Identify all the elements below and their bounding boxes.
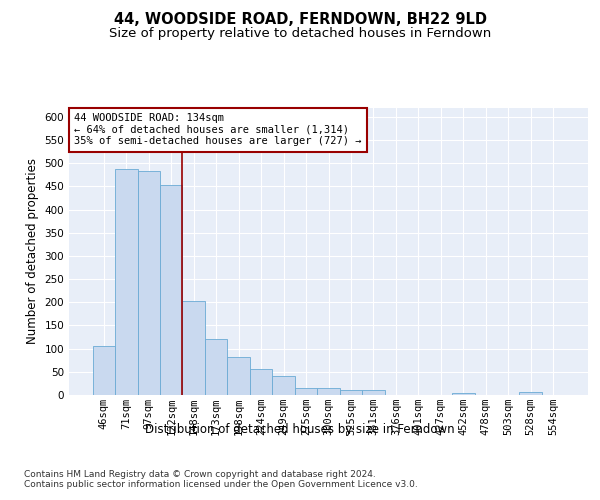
Bar (295, 388, 317, 395)
Bar (272, 376, 295, 395)
Bar (115, 169, 137, 395)
Text: Distribution of detached houses by size in Ferndown: Distribution of detached houses by size … (145, 422, 455, 436)
Text: 44 WOODSIDE ROAD: 134sqm
← 64% of detached houses are smaller (1,314)
35% of sem: 44 WOODSIDE ROAD: 134sqm ← 64% of detach… (74, 114, 362, 146)
Bar (227, 356, 250, 395)
Y-axis label: Number of detached properties: Number of detached properties (26, 158, 39, 344)
Bar (205, 340, 227, 395)
Bar (340, 390, 362, 395)
Bar (362, 390, 385, 395)
Bar (452, 392, 475, 395)
Bar (92, 346, 115, 395)
Bar (182, 302, 205, 395)
Bar (520, 392, 542, 395)
Text: Contains HM Land Registry data © Crown copyright and database right 2024.
Contai: Contains HM Land Registry data © Crown c… (24, 470, 418, 490)
Bar (160, 185, 182, 395)
Text: Size of property relative to detached houses in Ferndown: Size of property relative to detached ho… (109, 28, 491, 40)
Bar (137, 170, 160, 395)
Text: 44, WOODSIDE ROAD, FERNDOWN, BH22 9LD: 44, WOODSIDE ROAD, FERNDOWN, BH22 9LD (113, 12, 487, 28)
Bar (250, 368, 272, 395)
Bar (317, 388, 340, 395)
